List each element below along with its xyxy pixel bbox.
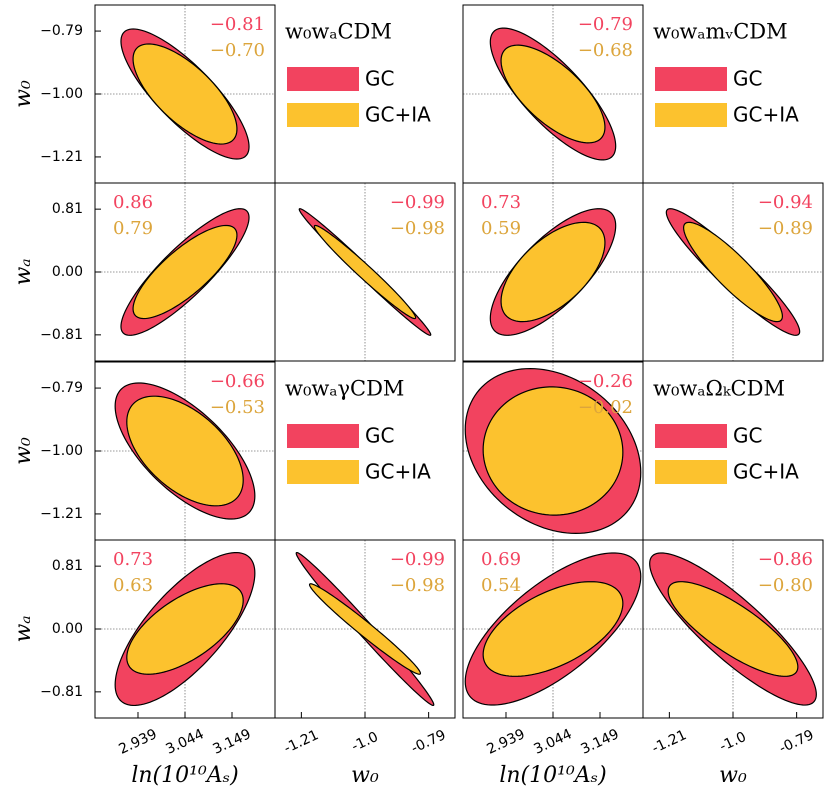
correlation-label: −0.98 — [390, 575, 445, 596]
legend-swatch — [655, 103, 727, 127]
correlation-label: −0.98 — [390, 218, 445, 239]
correlation-label: 0.59 — [481, 218, 521, 239]
legend-title: w₀wₐγCDM — [285, 377, 404, 401]
correlation-label: −0.81 — [210, 14, 265, 35]
correlation-label: −0.26 — [578, 371, 633, 392]
x-axis-label: ln(10¹⁰Aₛ) — [499, 763, 606, 788]
contour-ellipse — [132, 224, 238, 320]
x-tick-label: -1.0 — [349, 729, 381, 755]
legend-label: GC+IA — [733, 103, 799, 127]
legend-title: w₀wₐΩₖCDM — [653, 377, 785, 401]
contour-ellipse — [683, 221, 783, 323]
contour-ellipse — [667, 581, 799, 677]
legend-label: GC+IA — [733, 460, 799, 484]
legend-label: GC — [365, 67, 394, 91]
x-axis-label: w₀ — [719, 763, 747, 788]
legend-swatch — [655, 460, 727, 484]
correlation-label: 0.73 — [481, 192, 521, 213]
y-tick-label: −0.81 — [40, 684, 83, 700]
legend-label: GC — [365, 424, 394, 448]
correlation-label: −0.86 — [758, 549, 813, 570]
correlation-label: −0.80 — [758, 575, 813, 596]
x-tick-label: 3.044 — [163, 726, 206, 757]
correlation-label: 0.54 — [481, 575, 521, 596]
contour-ellipse — [500, 221, 606, 323]
x-tick-label: -0.79 — [777, 727, 817, 757]
y-tick-label: −1.21 — [40, 149, 83, 165]
y-tick-label: −0.79 — [40, 380, 83, 396]
x-tick-label: -1.21 — [650, 727, 690, 757]
legend-label: GC+IA — [365, 103, 431, 127]
y-tick-label: −0.79 — [40, 23, 83, 39]
x-tick-label: 3.149 — [210, 726, 253, 757]
y-axis-label: w₀ — [11, 437, 36, 465]
contour-ellipse — [308, 583, 422, 675]
x-tick-label: 2.939 — [484, 726, 527, 757]
contour-ellipse — [482, 581, 624, 677]
correlation-label: −0.70 — [210, 40, 265, 61]
correlation-label: −0.66 — [210, 371, 265, 392]
panel-frame — [642, 182, 824, 362]
y-tick-label: 0.81 — [52, 558, 83, 574]
correlation-label: −0.99 — [390, 549, 445, 570]
x-tick-label: 3.149 — [578, 726, 621, 757]
correlation-label: 0.79 — [113, 218, 153, 239]
contour-ellipse — [482, 386, 624, 516]
correlation-label: −0.02 — [578, 397, 633, 418]
legend-swatch — [655, 67, 727, 91]
x-axis-label: ln(10¹⁰Aₛ) — [131, 763, 238, 788]
contour-ellipse — [313, 224, 417, 320]
y-tick-label: −1.21 — [40, 506, 83, 522]
x-tick-label: -0.79 — [409, 727, 449, 757]
legend-title: w₀wₐmᵥCDM — [653, 20, 788, 44]
correlation-label: −0.99 — [390, 192, 445, 213]
y-tick-label: 0.81 — [52, 201, 83, 217]
y-axis-label: wₐ — [11, 615, 36, 642]
x-tick-label: -1.0 — [717, 729, 749, 755]
y-axis-label: w₀ — [11, 80, 36, 108]
x-axis-label: w₀ — [351, 763, 379, 788]
legend-label: GC — [733, 424, 762, 448]
correlation-label: 0.69 — [481, 549, 521, 570]
contour-ellipse — [126, 583, 244, 675]
y-tick-label: −0.81 — [40, 327, 83, 343]
correlation-label: 0.73 — [113, 549, 153, 570]
y-axis-label: wₐ — [11, 258, 36, 285]
legend-label: GC — [733, 67, 762, 91]
legend-swatch — [287, 103, 359, 127]
x-tick-label: -1.21 — [282, 727, 322, 757]
legend-swatch — [287, 424, 359, 448]
contour-ellipse — [500, 44, 606, 144]
y-tick-label: 0.00 — [52, 264, 83, 280]
legend-title: w₀wₐCDM — [285, 20, 392, 44]
y-tick-label: 0.00 — [52, 621, 83, 637]
contour-ellipse — [132, 43, 238, 145]
x-tick-label: 2.939 — [116, 726, 159, 757]
correlation-label: −0.94 — [758, 192, 813, 213]
correlation-label: −0.79 — [578, 14, 633, 35]
legend-label: GC+IA — [365, 460, 431, 484]
legend-swatch — [287, 67, 359, 91]
panel-frame — [274, 182, 456, 362]
legend-swatch — [655, 424, 727, 448]
x-tick-label: 3.044 — [531, 726, 574, 757]
contour-ellipse — [126, 395, 244, 507]
correlation-label: −0.68 — [578, 40, 633, 61]
correlation-label: −0.89 — [758, 218, 813, 239]
legend-swatch — [287, 460, 359, 484]
y-tick-label: −1.00 — [40, 443, 83, 459]
correlation-label: 0.63 — [113, 575, 153, 596]
y-tick-label: −1.00 — [40, 86, 83, 102]
correlation-label: 0.86 — [113, 192, 153, 213]
correlation-label: −0.53 — [210, 397, 265, 418]
